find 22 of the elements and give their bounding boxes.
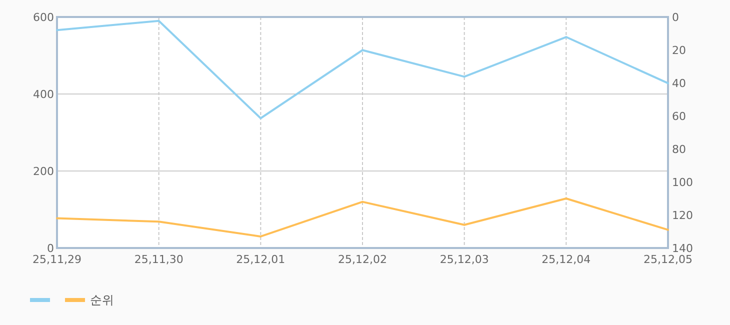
y-tick-label: 0: [47, 242, 54, 255]
y-tick-label: 400: [33, 88, 54, 101]
line-series: [56, 198, 669, 238]
x-tick-label: 25,12,05: [644, 253, 692, 266]
x-tick-label: 25,12,01: [236, 253, 286, 266]
x-tick-label: 25,12,03: [440, 253, 489, 266]
x-tick-label: 25,11,29: [32, 253, 82, 266]
y2-tick-label: 20: [672, 44, 686, 57]
x-tick-label: 25,12,02: [338, 253, 387, 266]
legend-label: 순위: [90, 293, 114, 307]
y2-tick-label: 40: [672, 77, 686, 90]
y2-tick-label: 120: [672, 209, 693, 222]
y2-tick-label: 80: [672, 143, 686, 156]
y2-tick-label: 100: [672, 176, 693, 189]
x-tick-label: 25,12,04: [542, 253, 591, 266]
y2-tick-label: 60: [672, 110, 686, 123]
y-tick-label: 600: [33, 11, 54, 24]
y2-tick-label: 0: [672, 11, 679, 24]
line-series: [56, 20, 669, 120]
y-tick-label: 200: [33, 165, 54, 178]
x-tick-label: 25,11,30: [134, 253, 184, 266]
y2-tick-label: 140: [672, 242, 693, 255]
